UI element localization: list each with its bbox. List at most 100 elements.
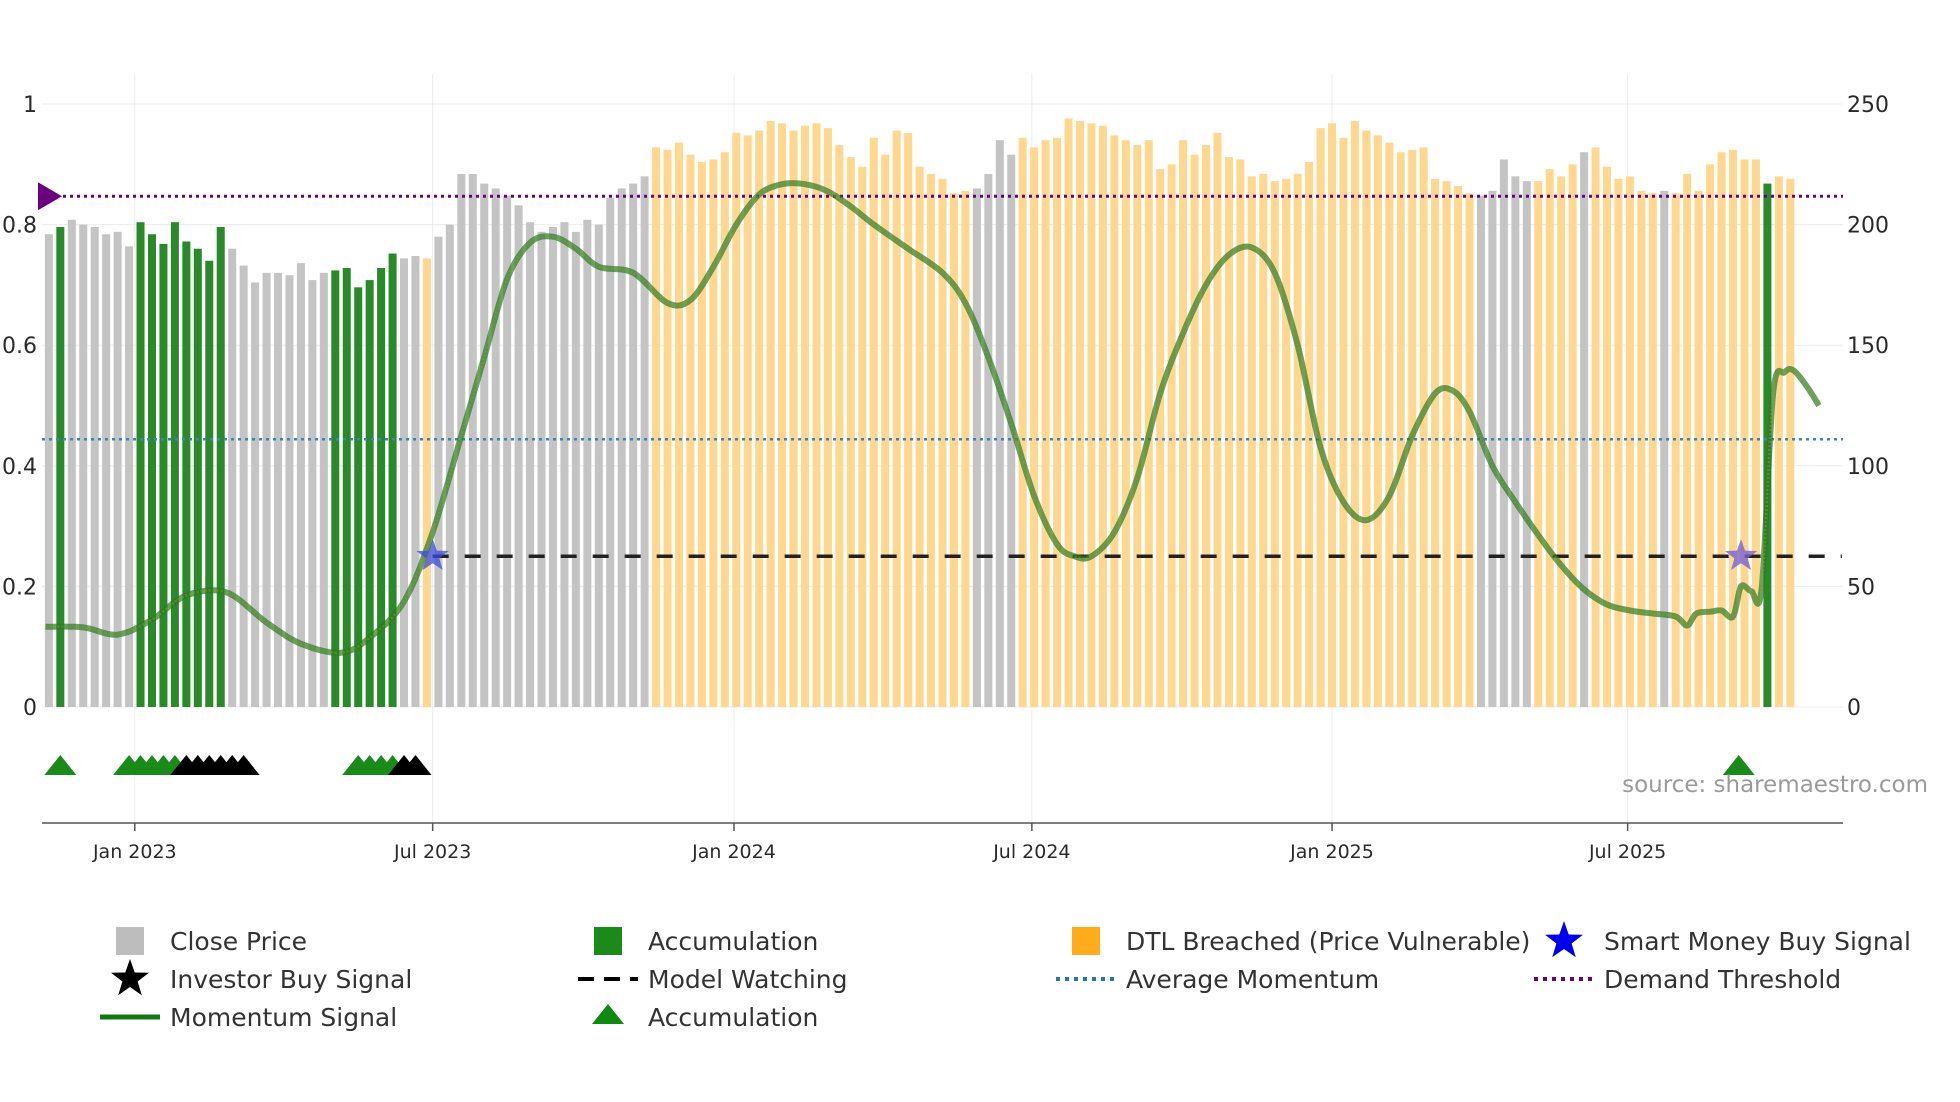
price-bar-grey xyxy=(411,255,420,707)
price-bar-green xyxy=(170,222,179,707)
price-bar-green xyxy=(193,248,202,707)
smart-money-star-icon xyxy=(1724,539,1758,570)
price-bar-orange xyxy=(1602,166,1611,707)
price-bar-orange xyxy=(1328,123,1337,708)
price-bar-orange xyxy=(1213,132,1222,707)
price-bar-orange xyxy=(1144,140,1153,707)
price-bar-grey xyxy=(1499,159,1508,708)
price-bar-orange xyxy=(1190,154,1199,707)
legend-label-momentum: Momentum Signal xyxy=(170,1003,397,1032)
legend-label-smart-money: Smart Money Buy Signal xyxy=(1604,927,1911,956)
price-bar-grey xyxy=(113,231,122,707)
right-tick-label: 200 xyxy=(1847,214,1889,239)
x-tick-label: Jan 2024 xyxy=(691,841,776,863)
price-bar-grey xyxy=(319,272,328,707)
left-tick-label: 0.6 xyxy=(2,334,37,359)
axes: Jan 2023 Jul 2023 Jan 2024 Jul 2024 Jan 2025… xyxy=(2,93,1889,863)
price-bar-green xyxy=(331,270,340,707)
left-tick-label: 0.2 xyxy=(2,575,37,600)
bottom-signal-strip xyxy=(44,755,1755,775)
price-bar-orange xyxy=(1648,193,1657,708)
price-bar-orange xyxy=(1259,173,1268,707)
price-bar-grey xyxy=(1476,195,1485,707)
investor-buy-triangle xyxy=(227,755,260,775)
price-bar-grey xyxy=(503,195,512,707)
price-bar-orange xyxy=(1110,135,1119,708)
price-bar-grey xyxy=(262,272,271,707)
price-bar-orange xyxy=(743,135,752,708)
x-tick-label: Jul 2025 xyxy=(1588,841,1666,863)
price-bar-grey xyxy=(617,188,626,708)
price-bar-green xyxy=(159,243,168,707)
price-bar-grey xyxy=(296,263,305,707)
legend: Close Price Investor Buy Signal Momentum… xyxy=(100,921,1911,1032)
price-bar-orange xyxy=(846,157,855,707)
investor-buy-triangle xyxy=(399,755,432,775)
price-bar-orange xyxy=(697,161,706,707)
left-tick-label: 0 xyxy=(23,696,37,721)
price-bar-grey xyxy=(514,205,523,708)
price-bar-orange xyxy=(1305,161,1314,707)
price-bar-orange xyxy=(1179,140,1188,707)
price-bar-orange xyxy=(949,193,958,708)
price-bar-orange xyxy=(1098,125,1107,707)
momentum-signal-highlight xyxy=(45,181,1820,655)
price-bar-orange xyxy=(686,154,695,707)
price-bar-grey xyxy=(79,224,88,707)
price-bar-orange xyxy=(1247,176,1256,708)
x-tick-label: Jan 2025 xyxy=(1289,841,1374,863)
price-bar-orange xyxy=(732,132,741,707)
price-bar-grey xyxy=(571,231,580,707)
legend-label-dtl-breached: DTL Breached (Price Vulnerable) xyxy=(1126,927,1530,956)
price-bar-orange xyxy=(1614,178,1623,707)
legend-smart-money-star-icon xyxy=(1545,921,1583,958)
price-bar-orange xyxy=(1625,176,1634,708)
price-bar-orange xyxy=(1362,130,1371,707)
price-bar-orange xyxy=(755,130,764,707)
price-bar-orange xyxy=(801,125,810,707)
price-bar-grey xyxy=(274,272,283,707)
price-bar-orange xyxy=(674,142,684,708)
price-bar-orange xyxy=(720,152,729,708)
accumulation-triangle xyxy=(1722,755,1755,775)
price-bar-orange xyxy=(1774,176,1783,708)
price-bar-orange xyxy=(1224,157,1233,707)
price-bar-orange xyxy=(1156,169,1165,707)
price-bar-grey xyxy=(1660,190,1669,707)
source-label: source: sharemaestro.com xyxy=(1622,772,1928,798)
investor-buy-star-icon xyxy=(416,539,449,570)
price-bar-orange xyxy=(1740,159,1749,708)
x-tick-label: Jan 2023 xyxy=(92,841,177,863)
price-bar-orange xyxy=(1568,164,1577,708)
price-bar-orange xyxy=(422,258,431,707)
price-bar-grey xyxy=(640,176,649,708)
price-bar-orange xyxy=(1671,193,1680,708)
left-tick-label: 0.4 xyxy=(2,455,37,480)
legend-label-investor-buy: Investor Buy Signal xyxy=(170,965,412,994)
price-bar-green xyxy=(388,253,397,708)
price-bars xyxy=(44,118,1795,708)
price-bar-orange xyxy=(1431,178,1440,707)
price-bar-green xyxy=(182,241,191,708)
price-bar-orange xyxy=(1202,145,1211,707)
price-bar-grey xyxy=(594,224,603,707)
price-bar-orange xyxy=(1557,176,1566,708)
price-bar-orange xyxy=(1465,193,1474,708)
price-bar-grey xyxy=(1488,190,1497,707)
price-bar-orange xyxy=(1064,118,1073,708)
price-bar-grey xyxy=(629,183,638,708)
price-bar-green xyxy=(365,280,374,707)
price-bar-grey xyxy=(1511,176,1520,708)
price-bar-orange xyxy=(1236,159,1245,708)
right-tick-label: 0 xyxy=(1847,696,1861,721)
price-bar-green xyxy=(136,222,145,707)
price-bar-orange xyxy=(1087,123,1096,708)
price-bar-orange xyxy=(1385,142,1394,708)
right-tick-label: 250 xyxy=(1847,93,1889,118)
price-bar-orange xyxy=(1419,147,1428,708)
price-bar-orange xyxy=(1786,178,1795,707)
price-bar-grey xyxy=(44,234,53,707)
price-bar-orange xyxy=(1018,137,1027,707)
price-bar-grey xyxy=(67,219,76,707)
legend-label-demand-threshold: Demand Threshold xyxy=(1604,965,1841,994)
